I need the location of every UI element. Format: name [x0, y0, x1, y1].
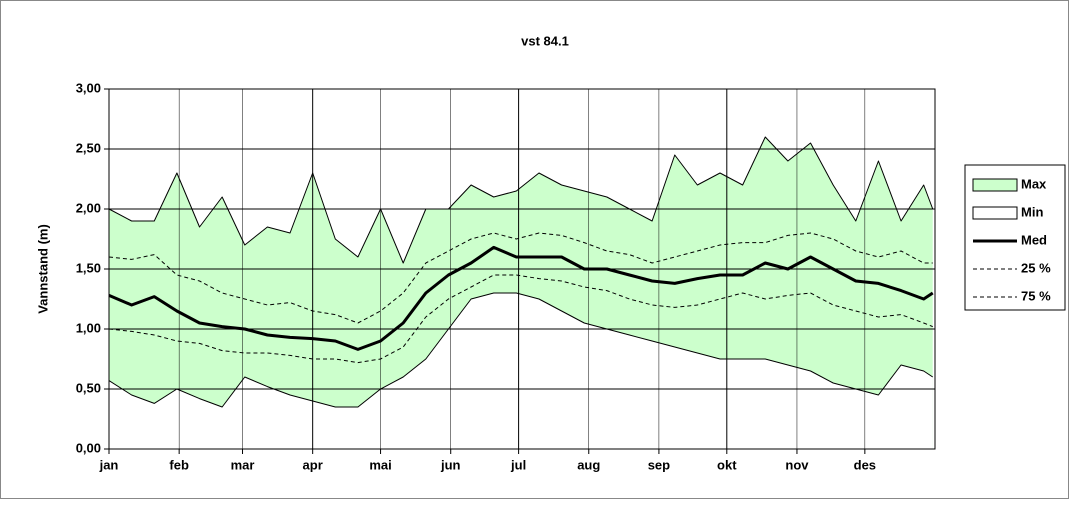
series-line — [108, 245, 934, 351]
x-tick-label: aug — [577, 457, 600, 472]
x-tick-label: jan — [99, 457, 119, 472]
legend-label: Max — [1021, 176, 1047, 191]
x-tick-label: apr — [303, 457, 323, 472]
series-line — [108, 136, 934, 264]
legend-label: Min — [1021, 204, 1043, 219]
y-tick-label: 0,50 — [76, 380, 101, 395]
legend-swatch — [972, 206, 1018, 220]
legend-label: Med — [1021, 232, 1047, 247]
legend-label: 75 % — [1021, 288, 1051, 303]
x-tick-label: jul — [510, 457, 526, 472]
y-tick-label: 2,00 — [76, 200, 101, 215]
y-tick-label: 2,50 — [76, 140, 101, 155]
x-tick-label: okt — [717, 457, 737, 472]
x-tick-label: feb — [169, 457, 189, 472]
series-line — [108, 274, 933, 364]
x-tick-label: sep — [648, 457, 670, 472]
x-tick-label: des — [854, 457, 876, 472]
x-tick-label: mar — [231, 457, 255, 472]
y-axis-label: Vannstand (m) — [35, 224, 50, 314]
y-tick-label: 3,00 — [76, 80, 101, 95]
legend-label: 25 % — [1021, 260, 1051, 275]
legend-swatch — [972, 178, 1018, 192]
x-tick-label: nov — [785, 457, 809, 472]
x-tick-label: jun — [440, 457, 461, 472]
y-tick-label: 1,50 — [76, 260, 101, 275]
chart-title: vst 84.1 — [521, 33, 569, 48]
plot-frame — [108, 88, 936, 450]
x-tick-label: mai — [369, 457, 391, 472]
series-line — [108, 292, 934, 408]
y-tick-label: 1,00 — [76, 320, 101, 335]
y-tick-label: 0,00 — [76, 440, 101, 455]
